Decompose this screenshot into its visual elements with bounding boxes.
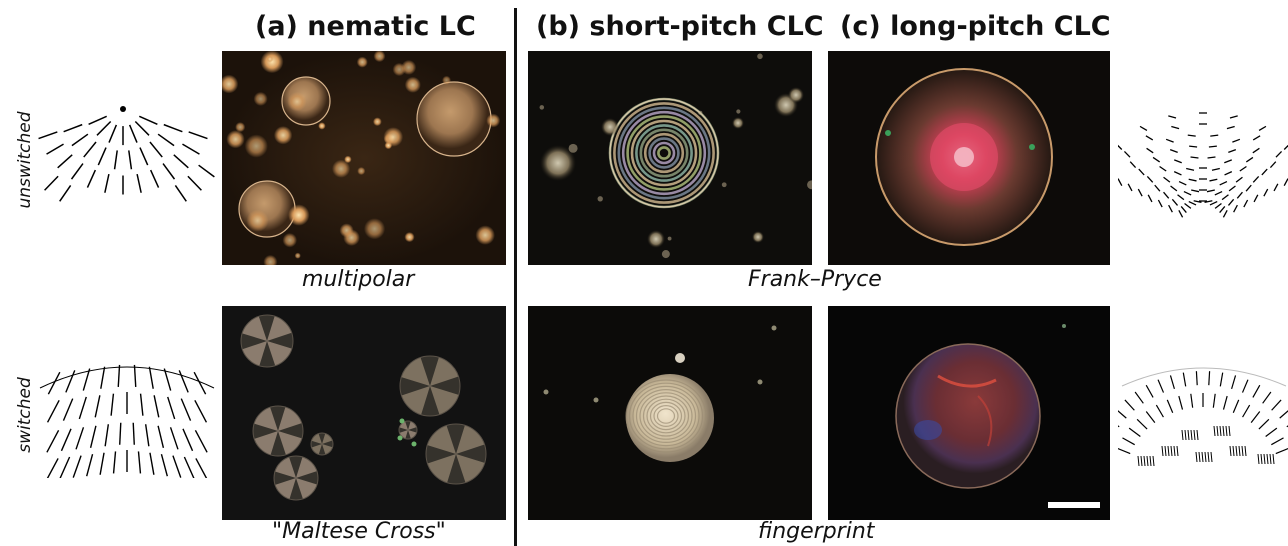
column-divider xyxy=(514,8,517,546)
schematic-nematic-unswitched xyxy=(38,100,216,212)
caption-frank-pryce: Frank–Pryce xyxy=(748,267,882,292)
schematic-clc-unswitched xyxy=(1118,100,1288,224)
micrograph-long-pitch-frank-pryce xyxy=(828,51,1110,265)
column-title-long-pitch: (c) long-pitch CLC xyxy=(840,11,1111,42)
micrograph-short-pitch-frank-pryce xyxy=(528,51,812,265)
row-label-switched: switched xyxy=(15,377,35,453)
micrograph-short-pitch-fingerprint xyxy=(528,306,812,520)
row-label-unswitched: unswitched xyxy=(15,111,35,209)
caption-maltese-cross: "Maltese Cross" xyxy=(272,519,446,544)
micrograph-nematic-maltese-cross xyxy=(222,306,506,520)
column-title-short-pitch: (b) short-pitch CLC xyxy=(536,11,824,42)
schematic-nematic-switched xyxy=(38,352,216,478)
column-title-nematic: (a) nematic LC xyxy=(255,11,476,42)
micrograph-long-pitch-fingerprint xyxy=(828,306,1110,520)
caption-fingerprint: fingerprint xyxy=(758,519,875,544)
caption-multipolar: multipolar xyxy=(302,267,415,292)
schematic-clc-switched xyxy=(1118,356,1288,478)
micrograph-nematic-multipolar xyxy=(222,51,506,265)
